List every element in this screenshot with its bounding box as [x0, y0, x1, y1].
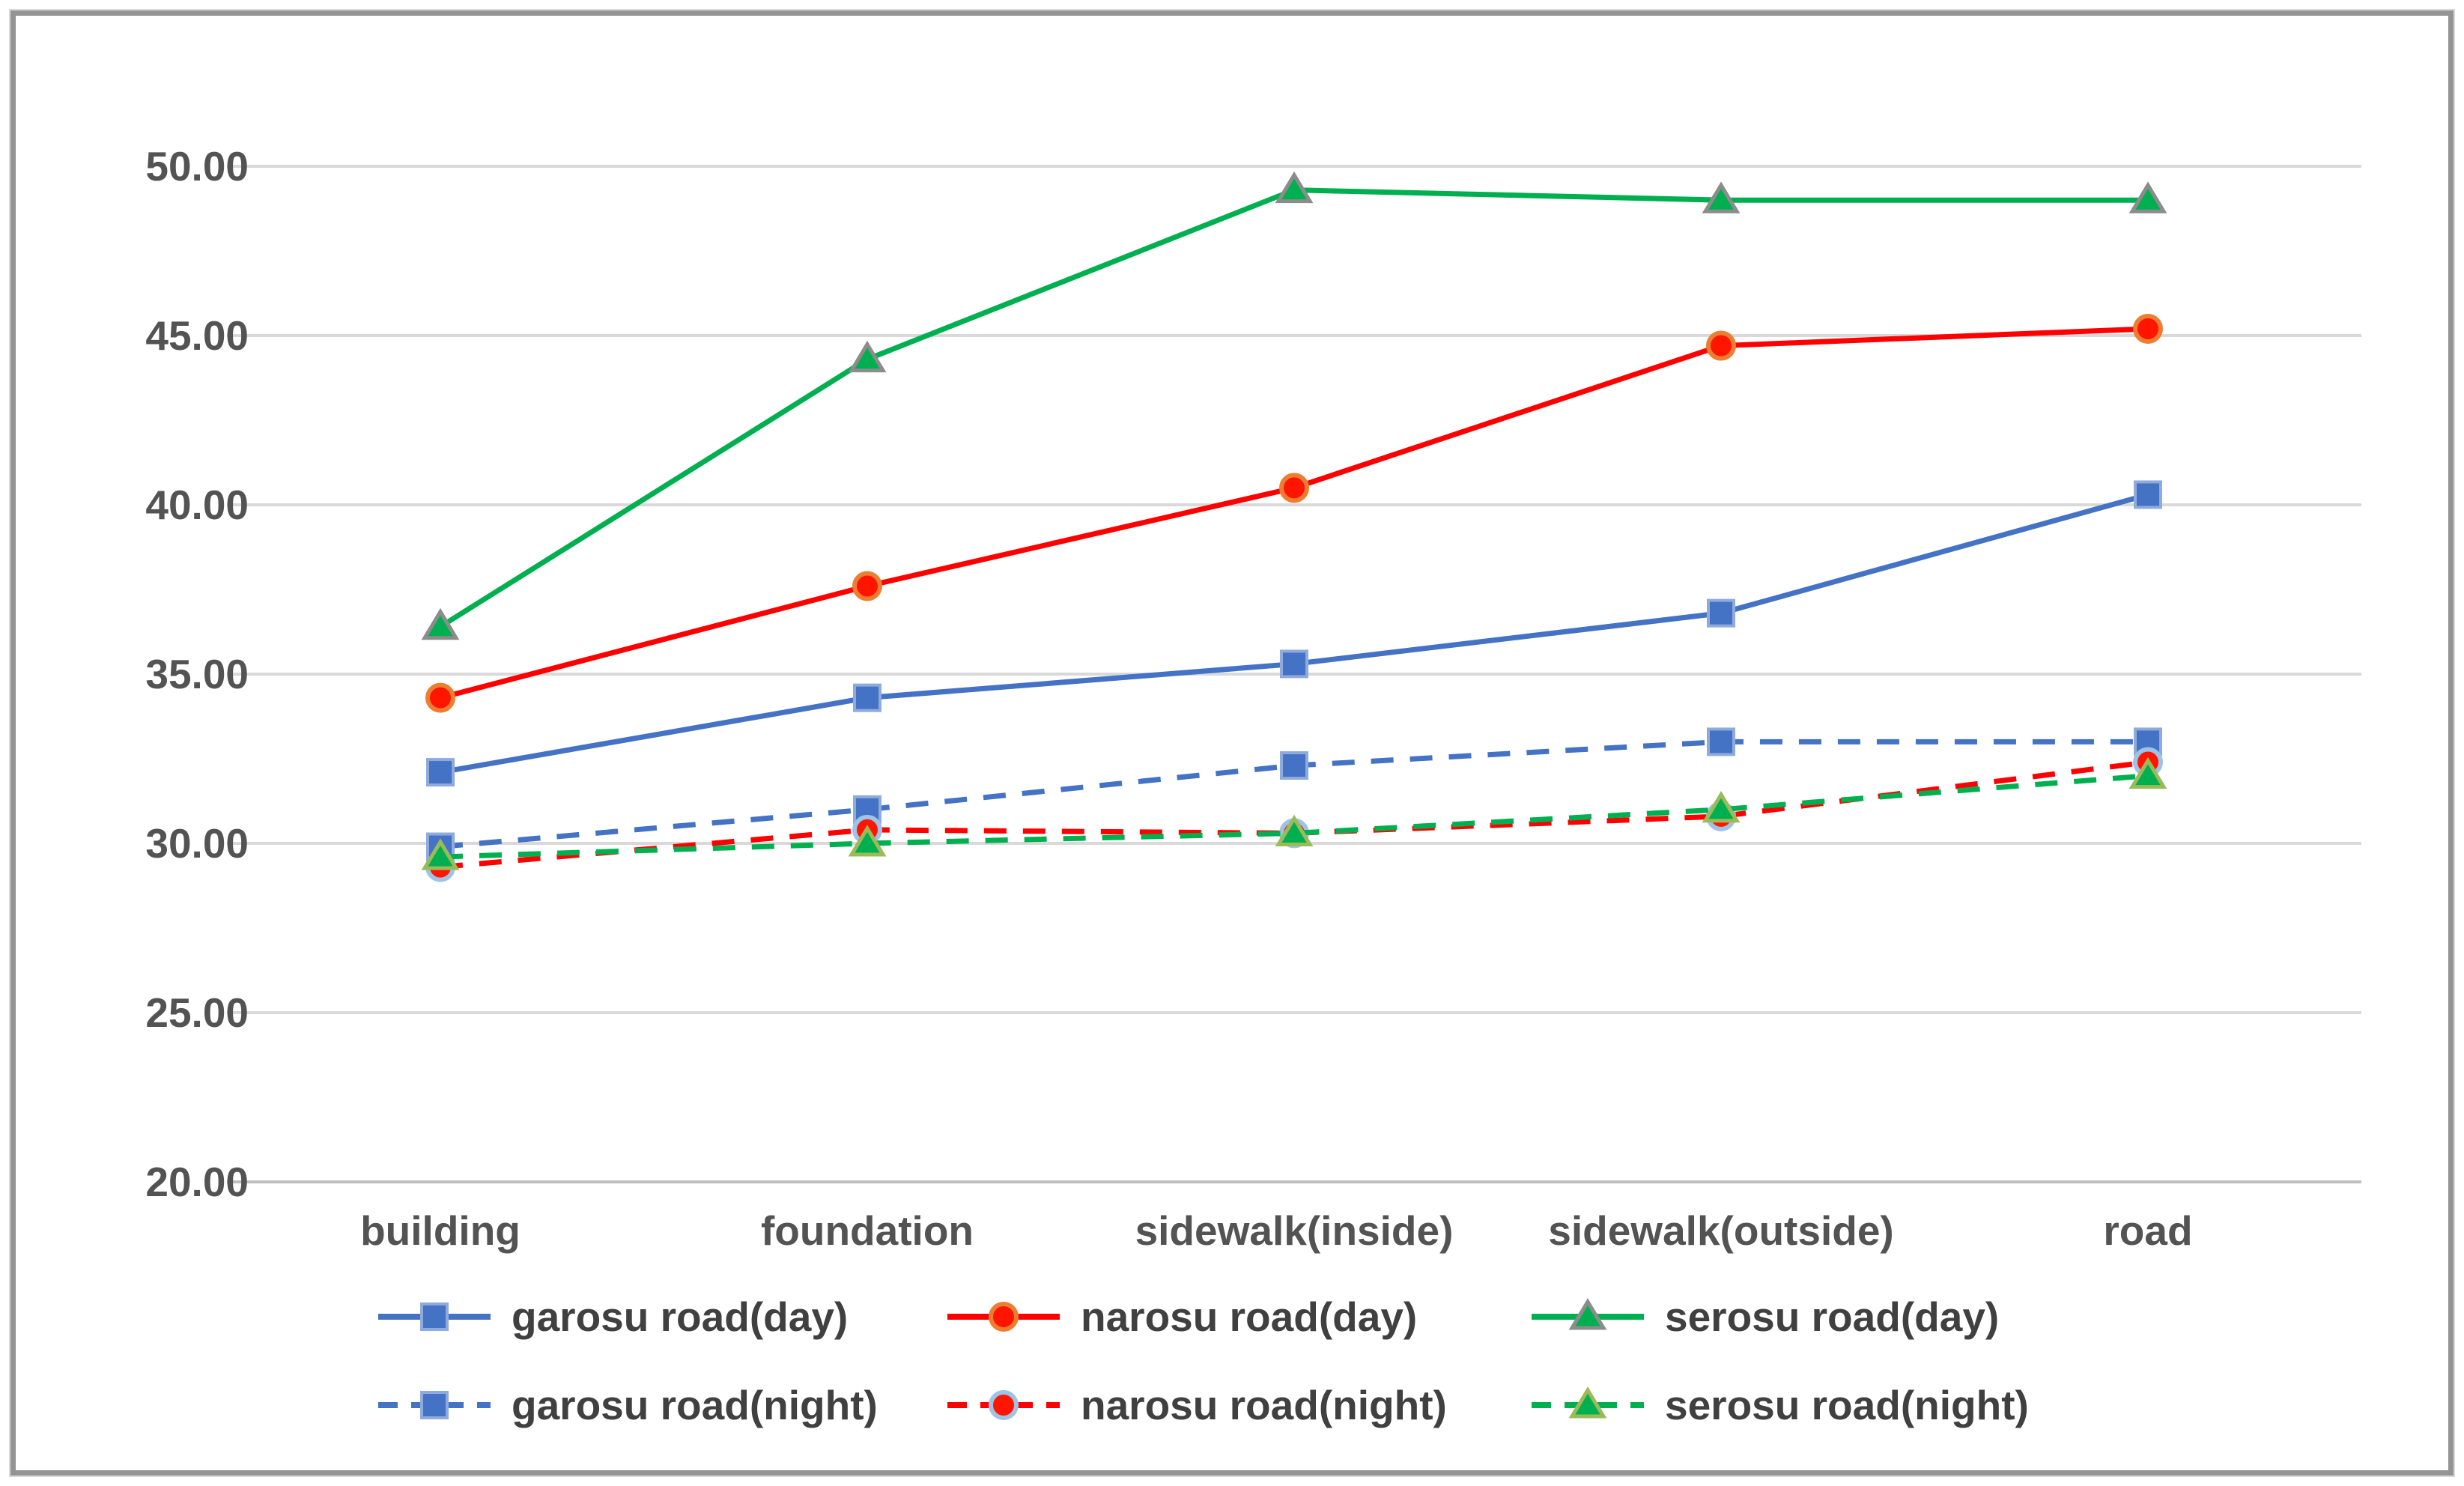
data-point-square-marker [1280, 649, 1308, 679]
x-axis-label: building [360, 1207, 521, 1254]
series-serosu-road-night- [421, 756, 2167, 870]
data-point-triangle-marker [421, 607, 460, 640]
series-garosu-road-day- [426, 480, 2162, 787]
data-point-triangle-marker [1702, 790, 1741, 823]
legend-circle-marker [989, 1302, 1019, 1332]
y-axis-labels: 50.00 45.00 40.00 35.00 30.00 25.00 20.00 [145, 143, 249, 1205]
data-point-triangle-marker [2128, 181, 2167, 213]
data-point-square-marker [2134, 480, 2162, 509]
series-narosu-road-day- [425, 313, 2163, 713]
legend-triangle-marker [1568, 1386, 1607, 1419]
data-point-square-marker [1280, 751, 1308, 780]
x-axis-label: road [2103, 1207, 2192, 1254]
y-tick-label: 25.00 [145, 989, 249, 1036]
y-tick-label: 30.00 [145, 820, 249, 867]
data-point-square-marker [1707, 727, 1735, 756]
data-point-triangle-marker [848, 340, 887, 373]
legend: garosu road(day) narosu road(day) serosu r… [378, 1294, 2029, 1428]
x-axis-label: sidewalk(inside) [1135, 1207, 1454, 1254]
x-axis-label: foundation [761, 1207, 974, 1254]
data-point-square-marker [1707, 598, 1735, 628]
legend-label: narosu road(day) [1081, 1294, 1417, 1340]
data-point-triangle-marker [421, 838, 460, 870]
data-point-triangle-marker [1275, 814, 1314, 846]
data-point-square-marker [853, 683, 881, 712]
y-tick-label: 50.00 [145, 143, 249, 189]
legend-triangle-marker [1568, 1298, 1607, 1330]
y-tick-label: 45.00 [145, 312, 249, 359]
data-point-circle-marker [1279, 473, 1309, 503]
legend-label: serosu road(day) [1665, 1294, 1999, 1340]
legend-item: serosu road(day) [1532, 1294, 1999, 1340]
data-point-triangle-marker [848, 825, 887, 857]
series-serosu-road-day- [421, 171, 2167, 640]
legend-item: serosu road(night) [1532, 1382, 2029, 1428]
data-point-triangle-marker [1275, 171, 1314, 204]
y-tick-label: 40.00 [145, 482, 249, 528]
series-line [440, 326, 2149, 701]
legend-square-marker [420, 1302, 449, 1331]
data-point-square-marker [426, 758, 455, 787]
data-point-circle-marker [852, 571, 882, 601]
data-point-triangle-marker [1702, 181, 1741, 213]
x-axis-labels: building foundation sidewalk(inside) sidewa… [360, 1207, 2193, 1254]
legend-item: garosu road(day) [378, 1294, 848, 1340]
legend-label: garosu road(night) [512, 1382, 878, 1428]
data-point-triangle-marker [2128, 756, 2167, 789]
series-line [440, 759, 2149, 870]
legend-item: garosu road(night) [378, 1382, 878, 1428]
series-line [440, 773, 2149, 860]
legend-label: narosu road(night) [1081, 1382, 1447, 1428]
data-point-circle-marker [1706, 330, 1736, 361]
y-tick-label: 35.00 [145, 651, 249, 697]
legend-label: garosu road(day) [512, 1294, 848, 1340]
data-point-circle-marker [2133, 313, 2163, 344]
legend-label: serosu road(night) [1665, 1382, 2029, 1428]
data-point-circle-marker [425, 682, 455, 713]
legend-circle-marker [989, 1390, 1019, 1420]
y-tick-label: 20.00 [145, 1159, 249, 1205]
legend-item: narosu road(night) [947, 1382, 1447, 1428]
series-line [439, 187, 2148, 629]
legend-item: narosu road(day) [947, 1294, 1417, 1340]
legend-square-marker [420, 1391, 449, 1419]
x-axis-label: sidewalk(outside) [1548, 1207, 1893, 1254]
